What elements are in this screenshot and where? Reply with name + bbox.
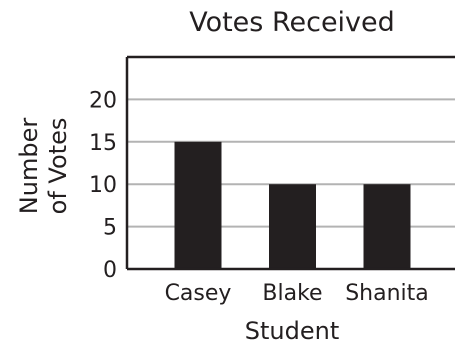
bar-shanita (363, 184, 411, 269)
y-tick-label-10: 10 (89, 173, 117, 198)
bars (174, 141, 411, 269)
y-tick-label-5: 5 (103, 216, 117, 241)
plot-frame (125, 55, 455, 271)
x-tick-label-blake: Blake (262, 281, 322, 306)
y-axis-label-line-2: of Votes (44, 118, 72, 215)
y-tick-label-15: 15 (89, 131, 117, 156)
y-axis-label-line-1: Number (15, 118, 43, 215)
x-tick-label-casey: Casey (165, 281, 232, 306)
y-axis-label: Number of Votes (15, 118, 72, 215)
y-tick-labels: 0 5 10 15 20 (89, 88, 117, 283)
y-tick-label-20: 20 (89, 88, 117, 113)
bar-blake (269, 184, 316, 269)
bar-casey (174, 141, 222, 269)
x-axis-label: Student (245, 317, 339, 343)
chart-title: Votes Received (189, 7, 395, 38)
x-tick-label-shanita: Shanita (345, 281, 429, 306)
y-tick-label-0: 0 (103, 258, 117, 283)
x-tick-labels: Casey Blake Shanita (165, 281, 429, 306)
